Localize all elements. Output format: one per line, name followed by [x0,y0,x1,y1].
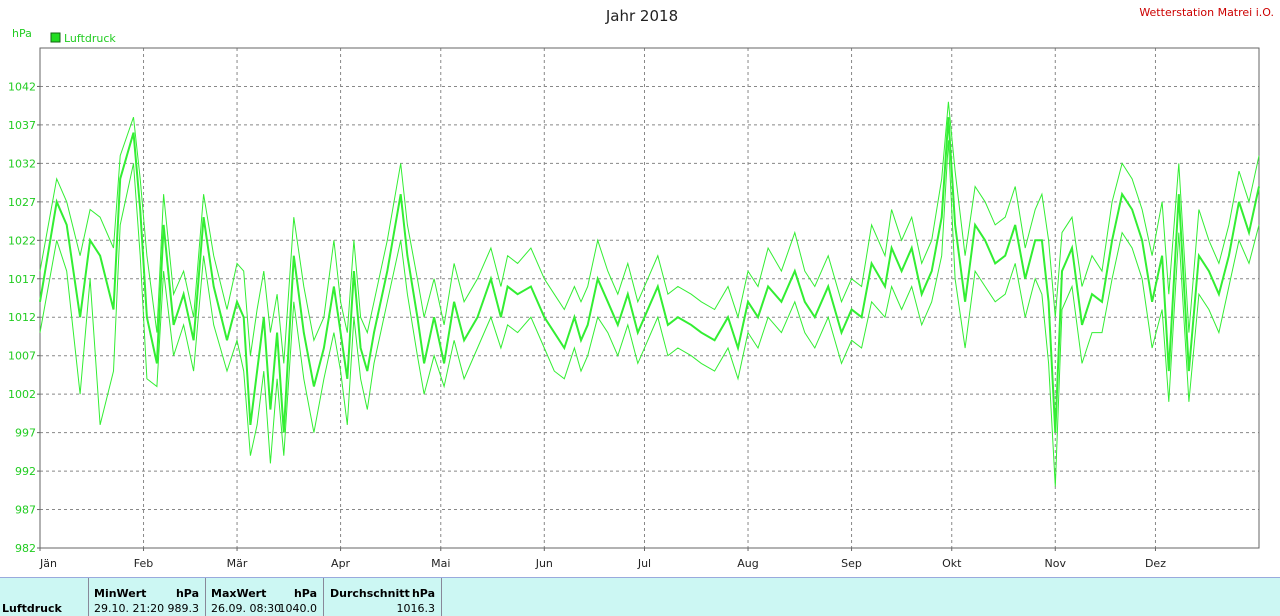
x-tick-label: Aug [737,557,758,570]
y-tick-label: 1007 [8,350,36,363]
avg-header: Durchschnitt [330,587,410,600]
chart-title: Jahr 2018 [605,7,678,25]
max-header: MaxWert [211,587,267,600]
statistics-bar: Luftdruck MinWert hPa 29.10. 21:20 989.3… [0,577,1280,616]
y-tick-label: 1027 [8,196,36,209]
y-tick-label: 1037 [8,119,36,132]
min-timestamp: 29.10. 21:20 [94,602,165,615]
y-tick-label: 1012 [8,311,36,324]
stats-row-label: Luftdruck [2,602,62,615]
x-tick-label: Okt [942,557,962,570]
min-value: 989.3 [167,602,200,615]
x-tick-label: Dez [1145,557,1166,570]
min-header: MinWert [94,587,147,600]
x-tick-label: Mai [431,557,450,570]
max-timestamp: 26.09. 08:30 [211,602,282,615]
x-tick-label: Jun [535,557,553,570]
y-axis-unit: hPa [12,27,32,40]
stats-max-cell: MaxWert hPa 26.09. 08:30 1040.0 [206,578,324,616]
stats-avg-cell: Durchschnitt hPa 1016.3 [324,578,442,616]
y-tick-label: 1032 [8,157,36,170]
y-tick-label: 1002 [8,388,36,401]
x-tick-label: Nov [1045,557,1067,570]
x-tick-label: Jän [39,557,57,570]
max-value: 1040.0 [278,602,318,615]
y-tick-label: 1022 [8,234,36,247]
y-axis-ticks: 982 987 992 997 1002 1007 1012 1017 1022 1027 1032… [8,80,40,555]
chart-canvas: Jahr 2018 Wetterstation Matrei i.O. hPa … [8,6,1274,570]
x-tick-label: Apr [331,557,351,570]
series-line-max [39,101,1260,364]
max-unit: hPa [293,587,317,600]
stats-min-cell: MinWert hPa 29.10. 21:20 989.3 [89,578,206,616]
y-tick-label: 1042 [8,80,36,93]
legend-swatch [50,32,61,43]
y-tick-label: 982 [15,542,36,555]
series-line-min [39,140,1260,487]
y-tick-label: 987 [15,504,36,517]
legend-label: Luftdruck [64,32,116,45]
y-tick-label: 1017 [8,273,36,286]
plot-frame [39,47,1260,549]
series-line-avg [39,117,1260,433]
y-tick-label: 992 [15,465,36,478]
x-tick-label: Sep [841,557,862,570]
min-unit: hPa [175,587,199,600]
x-tick-label: Jul [637,557,651,570]
series-lines [39,101,1260,487]
avg-value: 1016.3 [396,602,436,615]
y-tick-label: 997 [15,427,36,440]
x-tick-label: Mär [227,557,248,570]
x-axis-months: Jän Feb Mär Apr Mai Jun Jul Aug Sep Okt Nov Dez [39,548,1166,570]
stats-row-label-cell: Luftdruck [0,578,89,616]
avg-unit: hPa [411,587,435,600]
grid-lines [40,48,1259,548]
x-tick-label: Feb [134,557,153,570]
station-name: Wetterstation Matrei i.O. [1139,6,1274,19]
